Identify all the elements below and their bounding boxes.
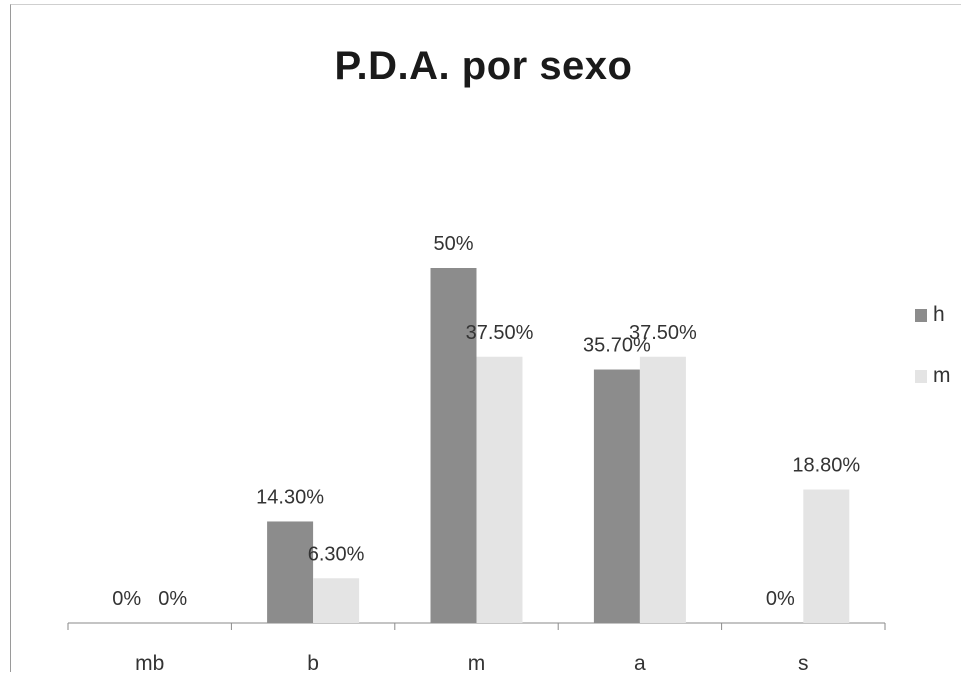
data-label-h-m: 50% [433,233,473,255]
bar-h-b [267,521,314,623]
data-label-h-s: 0% [766,588,795,610]
bar-m-a [639,356,686,623]
bar-m-b [313,578,360,623]
data-label-m-b: 6.30% [308,543,365,565]
bar-h-m [430,268,477,623]
data-label-m-a: 37.50% [629,322,697,344]
legend-label-h: h [933,303,945,326]
chart-frame [10,4,961,672]
data-label-h-b: 14.30% [256,486,324,508]
bar-m-s [803,489,850,623]
data-label-h-mb: 0% [112,588,141,610]
legend-label-m: m [933,364,951,387]
legend-item-m: m [915,361,951,391]
x-tick-label-a: a [634,652,646,675]
x-tick-label-mb: mb [135,652,164,675]
legend-item-h: h [915,300,951,330]
x-tick-label-s: s [798,652,809,675]
legend: h m [915,300,951,422]
chart-title: P.D.A. por sexo [334,44,633,88]
data-label-h-a: 35.70% [583,335,651,357]
data-label-m-m: 37.50% [466,322,534,344]
legend-swatch-m [915,369,927,383]
x-tick-label-m: m [468,652,486,675]
bar-h-a [593,369,640,623]
data-label-m-mb: 0% [158,588,187,610]
legend-swatch-h [915,308,927,322]
data-label-m-s: 18.80% [792,455,860,477]
x-tick-label-b: b [307,652,319,675]
bar-m-m [476,356,523,623]
